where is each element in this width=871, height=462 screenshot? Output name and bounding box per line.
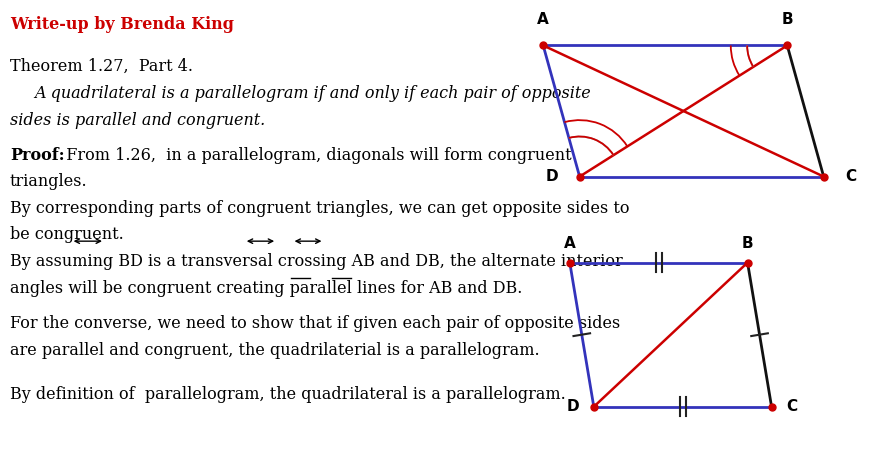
Text: By assuming BD is a transversal crossing AB and DB, the alternate interior: By assuming BD is a transversal crossing… <box>10 253 623 270</box>
Text: Proof:: Proof: <box>10 147 64 164</box>
Text: For the converse, we need to show that if given each pair of opposite sides: For the converse, we need to show that i… <box>10 315 620 332</box>
Text: triangles.: triangles. <box>10 173 87 190</box>
Text: Write-up by Brenda King: Write-up by Brenda King <box>10 16 233 33</box>
Text: B: B <box>742 236 753 250</box>
Text: be congruent.: be congruent. <box>10 226 124 243</box>
Text: B: B <box>781 12 793 27</box>
Text: D: D <box>545 169 557 184</box>
Text: A: A <box>537 12 549 27</box>
Text: A: A <box>564 236 576 250</box>
Text: From 1.26,  in a parallelogram, diagonals will form congruent: From 1.26, in a parallelogram, diagonals… <box>56 147 571 164</box>
Text: are parallel and congruent, the quadrilaterial is a parallelogram.: are parallel and congruent, the quadrila… <box>10 342 539 359</box>
Text: By definition of  parallelogram, the quadrilateral is a parallelogram.: By definition of parallelogram, the quad… <box>10 386 565 403</box>
Text: C: C <box>846 169 856 184</box>
Text: D: D <box>567 399 579 414</box>
Text: A quadrilateral is a parallelogram if and only if each pair of opposite: A quadrilateral is a parallelogram if an… <box>34 85 591 103</box>
Text: sides is parallel and congruent.: sides is parallel and congruent. <box>10 112 265 129</box>
Text: By corresponding parts of congruent triangles, we can get opposite sides to: By corresponding parts of congruent tria… <box>10 200 629 217</box>
Text: angles will be congruent creating parallel lines for AB and DB.: angles will be congruent creating parall… <box>10 280 522 297</box>
Text: C: C <box>786 399 797 414</box>
Text: Theorem 1.27,  Part 4.: Theorem 1.27, Part 4. <box>10 58 192 75</box>
